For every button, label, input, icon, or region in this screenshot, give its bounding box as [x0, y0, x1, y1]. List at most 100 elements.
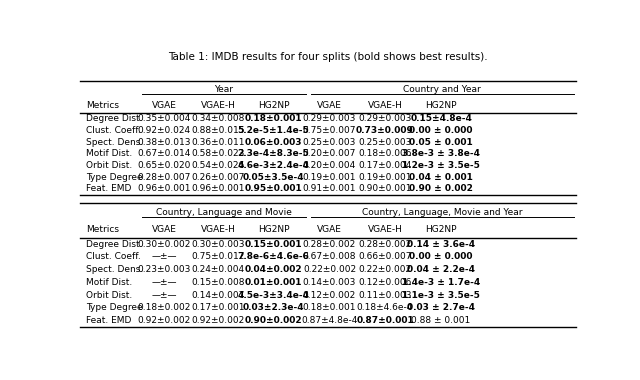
Text: Metrics: Metrics: [86, 225, 119, 234]
Text: 0.87±0.001: 0.87±0.001: [356, 316, 414, 325]
Text: 0.34±0.008: 0.34±0.008: [191, 114, 244, 124]
Text: VGAE-H: VGAE-H: [367, 101, 403, 110]
Text: 0.17±0.001: 0.17±0.001: [191, 304, 244, 312]
Text: 0.14±0.007: 0.14±0.007: [191, 291, 244, 300]
Text: 0.95±0.001: 0.95±0.001: [244, 184, 302, 193]
Text: 0.18±0.001: 0.18±0.001: [244, 114, 302, 124]
Text: 0.38±0.013: 0.38±0.013: [138, 138, 191, 147]
Text: 0.22±0.002: 0.22±0.002: [358, 265, 412, 274]
Text: 0.58±0.023: 0.58±0.023: [191, 149, 244, 158]
Text: Orbit Dist.: Orbit Dist.: [86, 161, 132, 170]
Text: Year: Year: [214, 85, 234, 94]
Text: 0.88 ± 0.001: 0.88 ± 0.001: [412, 316, 470, 325]
Text: 0.28±0.002: 0.28±0.002: [358, 240, 412, 249]
Text: Metrics: Metrics: [86, 101, 119, 110]
Text: 0.92±0.002: 0.92±0.002: [191, 316, 244, 325]
Text: 0.73±0.009: 0.73±0.009: [356, 126, 414, 135]
Text: 0.05±3.5e-4: 0.05±3.5e-4: [243, 173, 304, 182]
Text: 4.5e-3±3.4e-4: 4.5e-3±3.4e-4: [237, 291, 310, 300]
Text: 0.14 ± 3.6e-4: 0.14 ± 3.6e-4: [407, 240, 475, 249]
Text: 0.00 ± 0.000: 0.00 ± 0.000: [410, 126, 473, 135]
Text: 0.92±0.002: 0.92±0.002: [138, 316, 191, 325]
Text: VGAE-H: VGAE-H: [200, 101, 236, 110]
Text: Motif Dist.: Motif Dist.: [86, 278, 132, 287]
Text: 0.17±0.004: 0.17±0.004: [358, 161, 412, 170]
Text: 0.03 ± 2.7e-4: 0.03 ± 2.7e-4: [407, 304, 475, 312]
Text: 0.92±0.024: 0.92±0.024: [138, 126, 191, 135]
Text: VGAE: VGAE: [152, 101, 177, 110]
Text: Orbit Dist.: Orbit Dist.: [86, 291, 132, 300]
Text: 0.90±0.002: 0.90±0.002: [244, 316, 302, 325]
Text: VGAE: VGAE: [152, 225, 177, 234]
Text: 0.90 ± 0.002: 0.90 ± 0.002: [409, 184, 473, 193]
Text: HG2NP: HG2NP: [258, 225, 289, 234]
Text: Type Degree: Type Degree: [86, 173, 143, 182]
Text: 0.90±0.001: 0.90±0.001: [358, 184, 412, 193]
Text: Type Degree: Type Degree: [86, 304, 143, 312]
Text: 0.28±0.007: 0.28±0.007: [138, 173, 191, 182]
Text: Feat. EMD: Feat. EMD: [86, 316, 131, 325]
Text: 1.1e-3 ± 3.5e-5: 1.1e-3 ± 3.5e-5: [402, 291, 480, 300]
Text: 0.30±0.003: 0.30±0.003: [191, 240, 244, 249]
Text: 0.35±0.004: 0.35±0.004: [138, 114, 191, 124]
Text: 1.4e-3 ± 1.7e-4: 1.4e-3 ± 1.7e-4: [402, 278, 480, 287]
Text: —±—: —±—: [152, 291, 177, 300]
Text: 0.28±0.002: 0.28±0.002: [303, 240, 356, 249]
Text: 0.04 ± 0.001: 0.04 ± 0.001: [409, 173, 473, 182]
Text: Spect. Dens.: Spect. Dens.: [86, 265, 143, 274]
Text: Degree Dist.: Degree Dist.: [86, 114, 143, 124]
Text: 7.8e-6±4.6e-6: 7.8e-6±4.6e-6: [237, 252, 309, 261]
Text: 4.6e-3±2.4e-4: 4.6e-3±2.4e-4: [237, 161, 310, 170]
Text: 0.88±0.015: 0.88±0.015: [191, 126, 244, 135]
Text: 0.65±0.020: 0.65±0.020: [138, 161, 191, 170]
Text: VGAE: VGAE: [317, 225, 342, 234]
Text: Motif Dist.: Motif Dist.: [86, 149, 132, 158]
Text: 0.29±0.003: 0.29±0.003: [358, 114, 412, 124]
Text: HG2NP: HG2NP: [258, 101, 289, 110]
Text: 0.29±0.003: 0.29±0.003: [303, 114, 356, 124]
Text: 0.67±0.014: 0.67±0.014: [138, 149, 191, 158]
Text: 0.25±0.003: 0.25±0.003: [303, 138, 356, 147]
Text: 0.67±0.008: 0.67±0.008: [303, 252, 356, 261]
Text: 0.75±0.007: 0.75±0.007: [303, 126, 356, 135]
Text: 0.36±0.011: 0.36±0.011: [191, 138, 244, 147]
Text: Clust. Coeff.: Clust. Coeff.: [86, 252, 141, 261]
Text: Degree Dist.: Degree Dist.: [86, 240, 143, 249]
Text: 1.2e-3 ± 3.5e-5: 1.2e-3 ± 3.5e-5: [402, 161, 480, 170]
Text: —±—: —±—: [152, 252, 177, 261]
Text: VGAE-H: VGAE-H: [367, 225, 403, 234]
Text: Spect. Dens.: Spect. Dens.: [86, 138, 143, 147]
Text: 0.15±4.8e-4: 0.15±4.8e-4: [410, 114, 472, 124]
Text: 0.01±0.001: 0.01±0.001: [244, 278, 302, 287]
Text: 3.8e-3 ± 3.8e-4: 3.8e-3 ± 3.8e-4: [402, 149, 480, 158]
Text: 0.18±0.002: 0.18±0.002: [138, 304, 191, 312]
Text: —±—: —±—: [152, 278, 177, 287]
Text: 0.18±4.6e-4: 0.18±4.6e-4: [357, 304, 413, 312]
Text: 0.24±0.004: 0.24±0.004: [191, 265, 244, 274]
Text: 0.87±4.8e-4: 0.87±4.8e-4: [301, 316, 358, 325]
Text: Country, Language, Movie and Year: Country, Language, Movie and Year: [362, 207, 522, 217]
Text: 0.12±0.006: 0.12±0.006: [358, 278, 412, 287]
Text: VGAE: VGAE: [317, 101, 342, 110]
Text: HG2NP: HG2NP: [426, 101, 457, 110]
Text: 0.19±0.001: 0.19±0.001: [303, 173, 356, 182]
Text: 0.23±0.003: 0.23±0.003: [138, 265, 191, 274]
Text: HG2NP: HG2NP: [426, 225, 457, 234]
Text: 0.18±0.001: 0.18±0.001: [303, 304, 356, 312]
Text: 0.04 ± 2.2e-4: 0.04 ± 2.2e-4: [407, 265, 475, 274]
Text: 0.75±0.012: 0.75±0.012: [191, 252, 244, 261]
Text: 0.18±0.006: 0.18±0.006: [358, 149, 412, 158]
Text: VGAE-H: VGAE-H: [200, 225, 236, 234]
Text: 5.2e-5±1.4e-5: 5.2e-5±1.4e-5: [237, 126, 309, 135]
Text: 0.20±0.004: 0.20±0.004: [303, 161, 356, 170]
Text: 0.05 ± 0.001: 0.05 ± 0.001: [409, 138, 473, 147]
Text: 0.96±0.001: 0.96±0.001: [138, 184, 191, 193]
Text: 0.91±0.001: 0.91±0.001: [303, 184, 356, 193]
Text: 0.06±0.003: 0.06±0.003: [244, 138, 302, 147]
Text: 0.15±0.001: 0.15±0.001: [244, 240, 302, 249]
Text: 0.66±0.007: 0.66±0.007: [358, 252, 412, 261]
Text: 0.12±0.002: 0.12±0.002: [303, 291, 356, 300]
Text: 0.26±0.007: 0.26±0.007: [191, 173, 244, 182]
Text: 0.19±0.001: 0.19±0.001: [358, 173, 412, 182]
Text: Country, Language and Movie: Country, Language and Movie: [156, 207, 292, 217]
